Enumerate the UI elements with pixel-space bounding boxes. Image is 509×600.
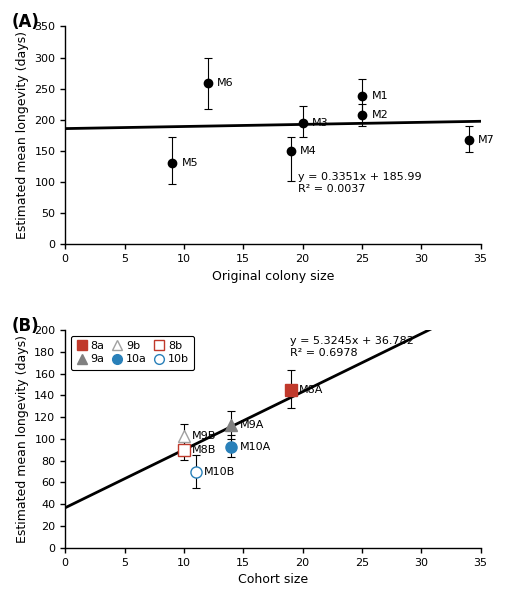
Text: M7: M7 [478, 135, 495, 145]
X-axis label: Original colony size: Original colony size [212, 269, 334, 283]
Text: y = 0.3351x + 185.99
R² = 0.0037: y = 0.3351x + 185.99 R² = 0.0037 [298, 172, 421, 194]
Text: M3: M3 [312, 118, 329, 128]
Text: M9B: M9B [192, 431, 216, 440]
Y-axis label: Estimated mean longevity (days): Estimated mean longevity (days) [16, 335, 29, 543]
Text: M2: M2 [372, 110, 388, 120]
Text: (B): (B) [11, 317, 39, 335]
Text: y = 5.3245x + 36.782
R² = 0.6978: y = 5.3245x + 36.782 R² = 0.6978 [290, 337, 413, 358]
X-axis label: Cohort size: Cohort size [238, 573, 308, 586]
Text: M1: M1 [372, 91, 388, 101]
Text: (A): (A) [11, 13, 39, 31]
Text: M4: M4 [300, 146, 317, 156]
Text: M10B: M10B [204, 467, 235, 476]
Text: M10A: M10A [240, 442, 271, 452]
Text: M8B: M8B [192, 445, 216, 455]
Text: M6: M6 [217, 77, 234, 88]
Legend: 8a, 9a, 9b, 10a, 8b, 10b: 8a, 9a, 9b, 10a, 8b, 10b [71, 335, 194, 370]
Y-axis label: Estimated mean longevity (days): Estimated mean longevity (days) [16, 31, 29, 239]
Text: M9A: M9A [240, 420, 264, 430]
Text: M8A: M8A [299, 385, 323, 395]
Text: M5: M5 [182, 158, 198, 169]
